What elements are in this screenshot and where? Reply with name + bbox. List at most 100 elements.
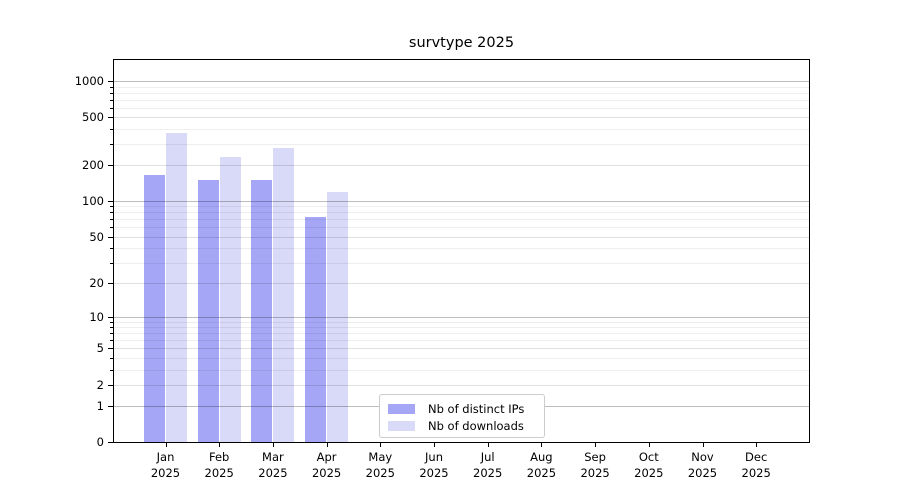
- x-tick-year: 2025: [741, 466, 771, 480]
- minor-gridline: [114, 262, 809, 264]
- x-tick: [219, 443, 221, 447]
- y-minor-tick: [110, 248, 113, 250]
- x-tick: [380, 443, 382, 447]
- y-minor-tick: [110, 206, 113, 208]
- x-tick-month: Dec: [745, 450, 768, 464]
- x-tick-label-oct: Oct 2025: [622, 449, 676, 481]
- minor-gridline: [114, 321, 809, 323]
- major-gridline: [114, 200, 809, 202]
- x-tick-month: Sep: [584, 450, 606, 464]
- sub-gridline: [114, 348, 809, 350]
- y-tick-label: 0: [96, 435, 104, 449]
- minor-gridline: [114, 143, 809, 145]
- x-tick: [487, 443, 489, 447]
- x-tick-label-aug: Aug 2025: [514, 449, 568, 481]
- x-tick-label-jun: Jun 2025: [407, 449, 461, 481]
- x-tick-year: 2025: [150, 466, 181, 480]
- y-minor-tick: [110, 340, 113, 342]
- x-tick: [434, 443, 435, 447]
- y-tick: [108, 165, 113, 166]
- y-minor-tick: [110, 128, 113, 130]
- y-minor-tick: [110, 212, 113, 214]
- y-minor-tick: [110, 369, 113, 371]
- x-tick-month: Oct: [638, 450, 659, 464]
- minor-gridline: [114, 99, 809, 101]
- x-tick-month: Jul: [480, 450, 495, 464]
- minor-gridline: [114, 107, 809, 109]
- x-tick-year: 2025: [365, 466, 395, 480]
- y-minor-tick: [110, 262, 113, 264]
- y-tick: [108, 316, 113, 318]
- x-tick-month: May: [368, 450, 393, 464]
- x-tick-label-jul: Jul 2025: [461, 449, 515, 481]
- x-tick-year: 2025: [634, 466, 664, 480]
- x-tick-label-mar: Mar 2025: [246, 449, 300, 481]
- legend-swatch-downloads-icon: [388, 420, 415, 431]
- x-tick-label-feb: Feb 2025: [192, 449, 246, 481]
- x-tick-year: 2025: [473, 466, 503, 480]
- y-tick-label: 10: [89, 309, 104, 324]
- legend-label-downloads: Nb of downloads: [428, 418, 524, 433]
- y-tick: [108, 348, 113, 350]
- x-tick-year: 2025: [526, 466, 557, 480]
- bar-downloads-mar: [273, 147, 295, 442]
- x-tick: [165, 443, 167, 447]
- sub-gridline: [114, 236, 809, 238]
- minor-gridline: [114, 248, 809, 250]
- y-tick: [108, 117, 113, 119]
- major-gridline: [114, 81, 809, 83]
- y-tick-label: 50: [89, 229, 104, 244]
- minor-gridline: [114, 327, 809, 329]
- y-tick: [108, 236, 113, 238]
- y-tick: [108, 282, 113, 284]
- y-tick-label: 100: [82, 193, 104, 208]
- major-gridline: [114, 316, 809, 318]
- x-tick-label-apr: Apr 2025: [300, 449, 354, 481]
- x-tick-year: 2025: [311, 466, 342, 480]
- x-tick-year: 2025: [687, 466, 718, 480]
- y-minor-tick: [110, 333, 113, 335]
- x-tick-year: 2025: [580, 466, 610, 480]
- x-tick: [541, 443, 543, 447]
- minor-gridline: [114, 206, 809, 208]
- y-minor-tick: [110, 143, 113, 145]
- y-tick: [108, 384, 113, 386]
- x-tick-month: Aug: [530, 450, 553, 464]
- y-tick-label: 1000: [74, 74, 104, 89]
- y-minor-tick: [110, 321, 113, 323]
- y-minor-tick: [110, 107, 113, 109]
- y-minor-tick: [110, 219, 113, 221]
- y-tick-label: 1: [96, 398, 104, 413]
- chart-title: survtype 2025: [408, 35, 515, 51]
- y-tick-label: 200: [82, 158, 104, 172]
- plot-area: [113, 59, 810, 443]
- y-tick: [108, 81, 113, 83]
- y-minor-tick: [110, 99, 113, 101]
- x-tick-label-jan: Jan 2025: [139, 449, 193, 481]
- bar-distinct-ips-mar: [251, 179, 273, 442]
- x-tick-month: Apr: [316, 450, 337, 464]
- y-minor-tick: [110, 92, 113, 94]
- x-tick-month: Jan: [156, 450, 175, 464]
- x-tick-year: 2025: [258, 466, 288, 480]
- x-tick: [326, 443, 328, 447]
- x-tick-label-may: May 2025: [353, 449, 407, 481]
- x-tick: [702, 443, 704, 447]
- y-tick-label: 20: [89, 275, 104, 290]
- sub-gridline: [114, 384, 809, 386]
- minor-gridline: [114, 357, 809, 359]
- minor-gridline: [114, 86, 809, 88]
- minor-gridline: [114, 128, 809, 130]
- bar-distinct-ips-apr: [305, 217, 327, 442]
- minor-gridline: [114, 212, 809, 214]
- x-tick: [756, 443, 758, 447]
- y-tick: [108, 405, 113, 407]
- legend-label-distinct-ips: Nb of distinct IPs: [428, 401, 525, 416]
- y-tick: [108, 200, 113, 202]
- legend-item-distinct-ips: Nb of distinct IPs: [388, 400, 536, 417]
- legend: Nb of distinct IPs Nb of downloads: [379, 394, 545, 438]
- bar-downloads-feb: [219, 156, 241, 442]
- x-tick-month: Mar: [262, 450, 284, 464]
- minor-gridline: [114, 92, 809, 94]
